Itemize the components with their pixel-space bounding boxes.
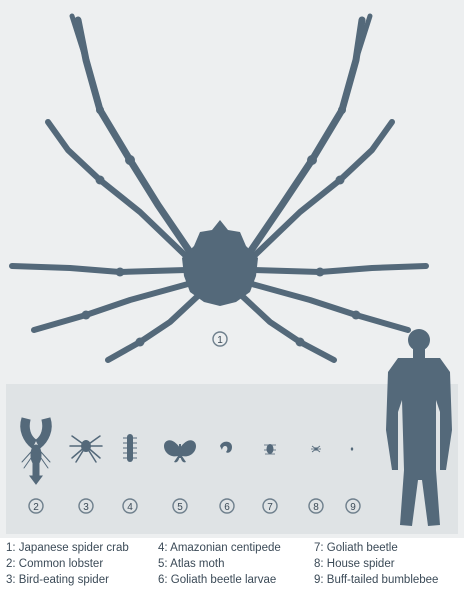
comparison-panel (6, 384, 458, 534)
lobster-silhouette (20, 417, 52, 485)
bumblebee-silhouette (350, 447, 354, 451)
crab-label-number: 1 (217, 335, 223, 346)
marker-beetle: 7 (262, 498, 278, 514)
atlas-moth-silhouette (164, 440, 196, 463)
marker-spider-number: 3 (83, 502, 89, 513)
marker-larva: 6 (219, 498, 235, 514)
crab-label: 1 (212, 331, 228, 347)
marker-lobster: 2 (28, 498, 44, 514)
marker-bumblebee-number: 9 (350, 502, 356, 513)
legend-item-8: 8: House spider (314, 558, 395, 570)
marker-moth-number: 5 (177, 502, 183, 513)
centipede-silhouette (123, 434, 137, 462)
marker-spider: 3 (78, 498, 94, 514)
legend-item-4: 4: Amazonian centipede (158, 542, 281, 554)
marker-beetle-number: 7 (267, 502, 273, 513)
spider-crab-silhouette (9, 13, 429, 363)
marker-moth: 5 (172, 498, 188, 514)
marker-house-spider-number: 8 (313, 502, 319, 513)
marker-larva-number: 6 (224, 502, 230, 513)
marker-bumblebee: 9 (345, 498, 361, 514)
legend: 1: Japanese spider crab 2: Common lobste… (0, 538, 464, 600)
legend-item-2: 2: Common lobster (6, 558, 104, 570)
legend-item-5: 5: Atlas moth (158, 558, 225, 570)
marker-lobster-number: 2 (33, 502, 39, 513)
legend-item-1: 1: Japanese spider crab (6, 542, 129, 554)
bird-eating-spider-silhouette (69, 435, 103, 463)
human-silhouette (386, 329, 452, 526)
house-spider-silhouette (311, 445, 321, 453)
marker-centipede-number: 4 (127, 502, 133, 513)
beetle-larva-silhouette (220, 441, 232, 453)
marker-house-spider: 8 (308, 498, 324, 514)
legend-item-9: 9: Buff-tailed bumblebee (314, 574, 439, 586)
legend-item-7: 7: Goliath beetle (314, 542, 398, 554)
legend-item-6: 6: Goliath beetle larvae (158, 574, 277, 586)
goliath-beetle-silhouette (264, 444, 276, 455)
legend-item-3: 3: Bird-eating spider (6, 574, 109, 586)
marker-centipede: 4 (122, 498, 138, 514)
